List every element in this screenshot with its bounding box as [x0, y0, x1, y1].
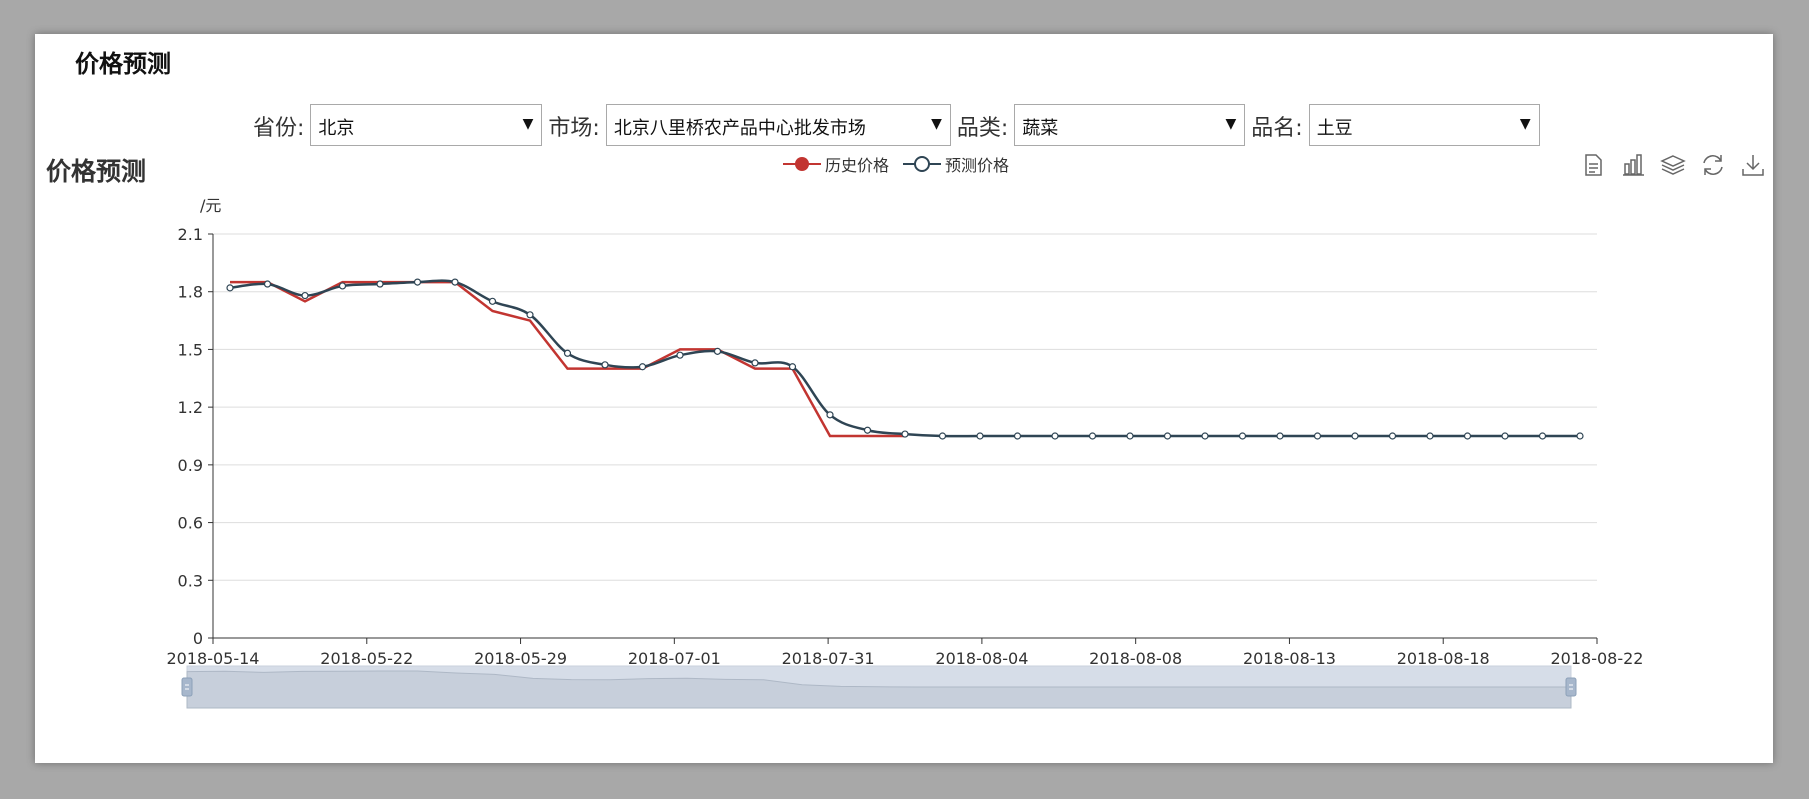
legend-item-forecast[interactable]: 预测价格	[903, 152, 1009, 176]
forecast-point	[1388, 432, 1397, 440]
forecast-point	[563, 349, 572, 357]
forecast-point	[451, 278, 459, 286]
category-label: 品类:	[956, 116, 1009, 141]
category-select-value: 蔬菜	[1022, 118, 1059, 139]
category-select[interactable]: 蔬菜 ▼	[1014, 104, 1246, 146]
x-tick-label: 2018-08-13	[1243, 649, 1336, 668]
forecast-point	[751, 359, 759, 367]
market-select-value: 北京八里桥农产品中心批发市场	[613, 118, 866, 139]
forecast-point	[526, 311, 534, 319]
filter-bar: 省份: 北京 ▼ 市场: 北京八里桥农产品中心批发市场 ▼ 品类: 蔬菜 ▼ 品…	[253, 104, 1546, 148]
province-select[interactable]: 北京 ▼	[310, 104, 543, 146]
forecast-point	[638, 363, 647, 371]
chart-legend: 历史价格 预测价格	[783, 152, 1023, 176]
y-axis-label: /元	[200, 196, 221, 215]
market-select[interactable]: 北京八里桥农产品中心批发市场 ▼	[605, 104, 951, 146]
x-tick-label: 2018-07-31	[782, 649, 875, 668]
forecast-point	[1351, 432, 1359, 440]
forecast-point	[826, 411, 834, 419]
forecast-point	[226, 284, 234, 292]
forecast-point	[488, 297, 497, 305]
chevron-down-icon: ▼	[522, 116, 534, 132]
forecast-price-line	[229, 279, 1580, 438]
product-label: 品名:	[1251, 116, 1303, 141]
forecast-point	[1051, 432, 1059, 440]
chevron-down-icon: ▼	[931, 116, 942, 132]
price-chart: /元 0 0.3 0.6 0.9 1.2 1.5 1.8 2.1 2018-05-14 2018-0…	[167, 196, 1644, 709]
restore-icon[interactable]	[1700, 152, 1726, 178]
y-tick-label: 0.9	[178, 456, 203, 475]
y-tick-label: 0.3	[178, 571, 203, 590]
x-tick-label: 2018-08-22	[1551, 649, 1644, 668]
forecast-point	[901, 430, 909, 438]
x-tick-label: 2018-08-18	[1397, 649, 1490, 668]
bar-chart-icon[interactable]	[1620, 152, 1646, 178]
forecast-point	[601, 361, 609, 369]
legend-history-icon	[783, 157, 821, 171]
forecast-point	[1013, 432, 1022, 440]
y-tick-label: 1.8	[178, 283, 203, 302]
page-title: 价格预测	[75, 50, 171, 78]
forecast-point	[788, 363, 797, 371]
forecast-point	[1538, 432, 1547, 440]
y-tick-label: 1.5	[178, 340, 203, 359]
x-tick-label: 2018-05-22	[320, 649, 413, 668]
chart-title: 价格预测	[46, 157, 147, 186]
forecast-point	[863, 426, 872, 434]
y-tick-label: 1.2	[178, 398, 203, 417]
forecast-point	[301, 291, 309, 300]
datazoom-start-handle[interactable]	[181, 677, 193, 697]
forecast-point	[1576, 432, 1584, 440]
y-tick-label: 2.1	[178, 225, 203, 244]
market-label: 市场:	[548, 116, 600, 141]
download-icon[interactable]	[1740, 152, 1766, 178]
x-tick-label: 2018-05-29	[474, 649, 567, 668]
forecast-point	[1276, 432, 1284, 440]
forecast-point	[413, 278, 422, 286]
product-select[interactable]: 土豆 ▼	[1308, 104, 1540, 146]
forecast-point	[938, 432, 947, 440]
province-label: 省份:	[253, 116, 305, 141]
chart-toolbox	[1580, 152, 1780, 178]
forecast-point	[1163, 432, 1172, 440]
forecast-point	[1126, 432, 1134, 440]
data-view-icon[interactable]	[1580, 152, 1606, 178]
forecast-point	[1501, 432, 1509, 440]
forecast-point	[1313, 432, 1322, 440]
forecast-point	[1463, 432, 1472, 440]
forecast-point	[376, 280, 384, 288]
legend-item-history[interactable]: 历史价格	[783, 152, 889, 176]
datazoom-preview	[186, 670, 1572, 709]
x-tick-label: 2018-07-01	[628, 649, 721, 668]
datazoom-end-handle[interactable]	[1565, 677, 1577, 697]
product-select-value: 土豆	[1316, 118, 1353, 139]
legend-forecast-icon	[903, 156, 942, 172]
forecast-point	[338, 282, 347, 290]
forecast-point	[676, 351, 684, 359]
price-forecast-panel: 价格预测 省份: 北京 ▼ 市场: 北京八里桥农产品中心批发市场 ▼ 品类: 蔬…	[35, 34, 1773, 763]
forecast-point	[1426, 432, 1434, 440]
forecast-point	[1201, 432, 1209, 440]
forecast-point	[1238, 432, 1247, 440]
history-price-line	[230, 280, 905, 438]
y-tick-label: 0	[193, 629, 203, 648]
chevron-down-icon: ▼	[1225, 116, 1237, 132]
x-tick-label: 2018-08-08	[1089, 649, 1182, 668]
legend-label: 预测价格	[945, 156, 1010, 175]
forecast-point	[976, 432, 984, 440]
forecast-point	[713, 347, 722, 355]
chevron-down-icon: ▼	[1519, 116, 1531, 132]
forecast-point	[263, 280, 272, 288]
province-select-value: 北京	[318, 118, 355, 139]
forecast-point	[1088, 432, 1097, 440]
legend-label: 历史价格	[825, 156, 890, 175]
x-tick-label: 2018-08-04	[935, 649, 1028, 668]
y-tick-label: 0.6	[178, 514, 203, 533]
x-tick-label: 2018-05-14	[167, 649, 260, 668]
stack-icon[interactable]	[1660, 152, 1686, 178]
